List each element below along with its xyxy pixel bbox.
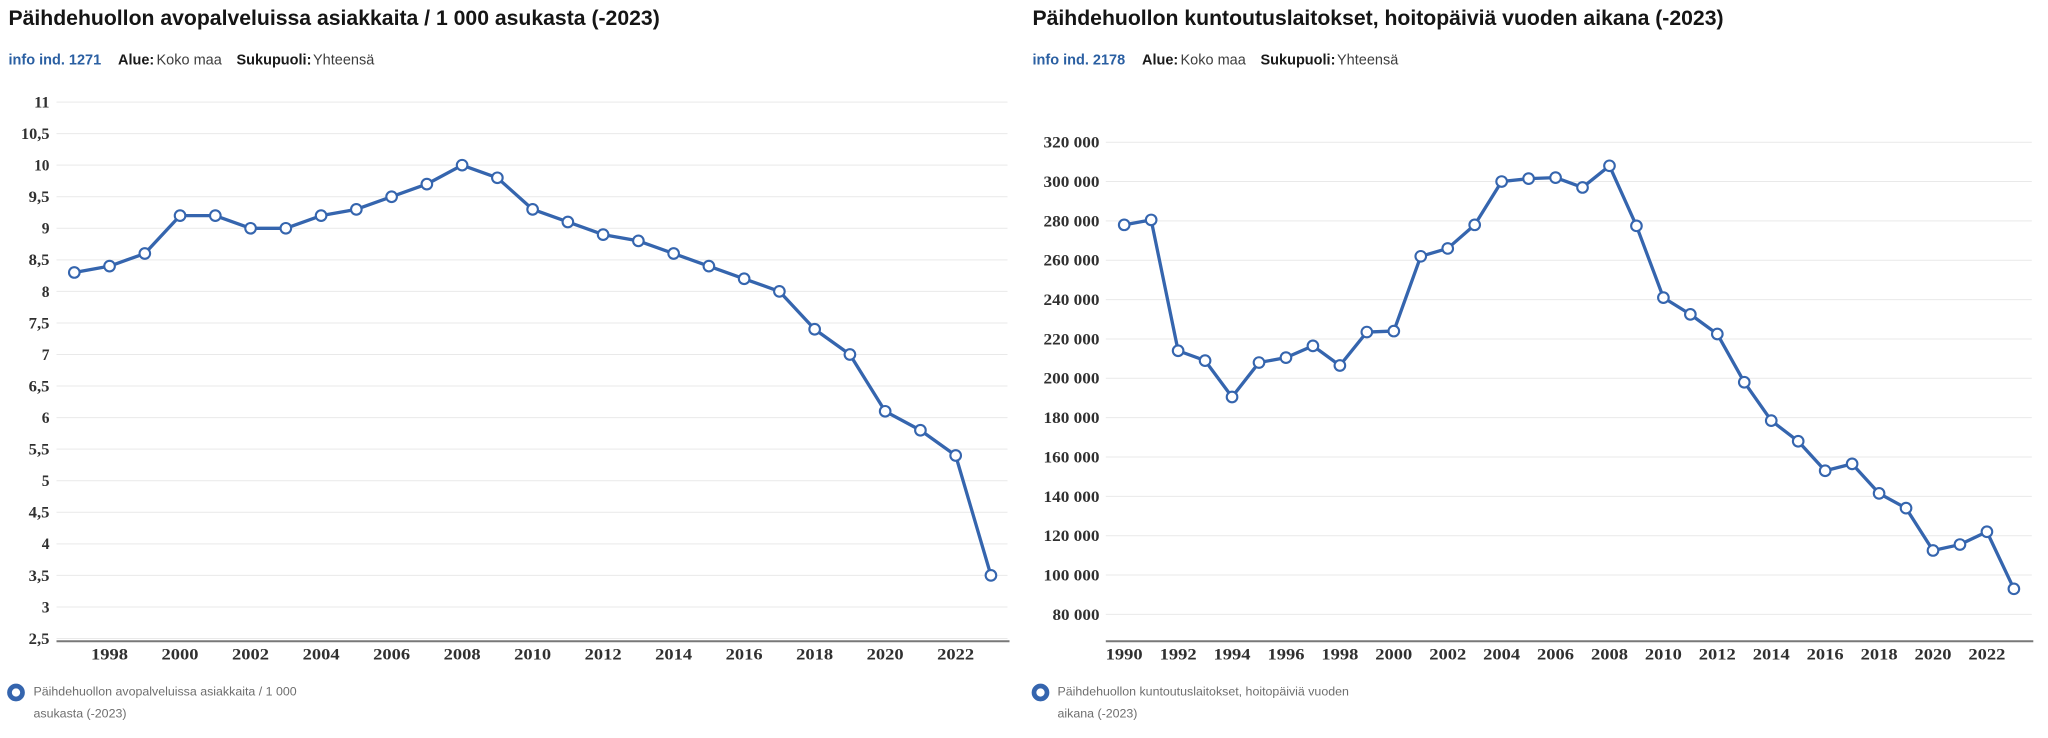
svg-text:240 000: 240 000 — [1044, 292, 1100, 309]
svg-text:2010: 2010 — [514, 646, 551, 663]
svg-text:2018: 2018 — [796, 646, 833, 663]
svg-text:2014: 2014 — [1753, 646, 1790, 663]
svg-text:2018: 2018 — [1861, 646, 1898, 663]
svg-text:Yhteensä: Yhteensä — [313, 53, 375, 69]
svg-text:Sukupuoli:: Sukupuoli: — [237, 53, 312, 69]
svg-text:2004: 2004 — [1483, 646, 1520, 663]
svg-text:2022: 2022 — [1968, 646, 2005, 663]
svg-text:aikana (-2023): aikana (-2023) — [1058, 707, 1138, 721]
svg-text:7,5: 7,5 — [29, 315, 50, 332]
svg-text:1992: 1992 — [1160, 646, 1197, 663]
svg-text:100 000: 100 000 — [1044, 567, 1100, 584]
svg-text:120 000: 120 000 — [1044, 528, 1100, 545]
svg-text:asukasta (-2023): asukasta (-2023) — [34, 707, 127, 721]
svg-text:2012: 2012 — [585, 646, 622, 663]
svg-text:320 000: 320 000 — [1044, 135, 1100, 152]
svg-text:Päihdehuollon avopalveluissa a: Päihdehuollon avopalveluissa asiakkaita … — [9, 7, 660, 30]
svg-text:2006: 2006 — [1537, 646, 1574, 663]
svg-text:260 000: 260 000 — [1044, 253, 1100, 270]
svg-text:2012: 2012 — [1699, 646, 1736, 663]
svg-text:Yhteensä: Yhteensä — [1337, 53, 1399, 69]
svg-text:180 000: 180 000 — [1044, 410, 1100, 427]
svg-text:2016: 2016 — [726, 646, 763, 663]
svg-text:2014: 2014 — [655, 646, 692, 663]
svg-text:2006: 2006 — [373, 646, 410, 663]
svg-text:Koko maa: Koko maa — [157, 53, 223, 69]
svg-text:2016: 2016 — [1807, 646, 1844, 663]
svg-text:2,5: 2,5 — [29, 631, 50, 648]
svg-text:Sukupuoli:: Sukupuoli: — [1261, 53, 1336, 69]
svg-text:Alue:: Alue: — [118, 53, 154, 69]
svg-text:2020: 2020 — [867, 646, 904, 663]
svg-text:220 000: 220 000 — [1044, 331, 1100, 348]
svg-text:160 000: 160 000 — [1044, 449, 1100, 466]
svg-text:4: 4 — [42, 536, 50, 553]
svg-text:2000: 2000 — [162, 646, 199, 663]
svg-text:info ind. 1271: info ind. 1271 — [9, 53, 102, 69]
svg-text:Koko maa: Koko maa — [1181, 53, 1247, 69]
svg-text:2008: 2008 — [1591, 646, 1628, 663]
svg-text:280 000: 280 000 — [1044, 213, 1100, 230]
svg-text:2002: 2002 — [232, 646, 269, 663]
svg-text:3: 3 — [42, 599, 50, 616]
svg-text:2022: 2022 — [937, 646, 974, 663]
svg-text:10,5: 10,5 — [21, 126, 50, 143]
svg-text:4,5: 4,5 — [29, 505, 50, 522]
svg-text:Päihdehuollon kuntoutuslaitoks: Päihdehuollon kuntoutuslaitokset, hoitop… — [1033, 7, 1724, 30]
svg-text:1998: 1998 — [91, 646, 128, 663]
svg-text:8,5: 8,5 — [29, 252, 50, 269]
svg-text:300 000: 300 000 — [1044, 174, 1100, 191]
svg-text:Alue:: Alue: — [1142, 53, 1178, 69]
svg-text:2008: 2008 — [444, 646, 481, 663]
svg-text:11: 11 — [34, 94, 49, 111]
svg-text:3,5: 3,5 — [29, 568, 50, 585]
svg-text:info ind. 2178: info ind. 2178 — [1033, 53, 1126, 69]
svg-text:Päihdehuollon avopalveluissa a: Päihdehuollon avopalveluissa asiakkaita … — [34, 685, 297, 699]
svg-text:140 000: 140 000 — [1044, 489, 1100, 506]
svg-text:1998: 1998 — [1321, 646, 1358, 663]
svg-text:2000: 2000 — [1375, 646, 1412, 663]
svg-text:9: 9 — [42, 221, 50, 238]
svg-text:6: 6 — [42, 410, 50, 427]
svg-text:2010: 2010 — [1645, 646, 1682, 663]
svg-text:9,5: 9,5 — [29, 189, 50, 206]
svg-text:5: 5 — [42, 473, 50, 490]
svg-text:2002: 2002 — [1429, 646, 1466, 663]
svg-text:80 000: 80 000 — [1053, 607, 1100, 624]
svg-text:2004: 2004 — [303, 646, 340, 663]
svg-text:1990: 1990 — [1106, 646, 1143, 663]
svg-text:Päihdehuollon kuntoutuslaitoks: Päihdehuollon kuntoutuslaitokset, hoitop… — [1058, 685, 1350, 699]
svg-text:10: 10 — [34, 158, 50, 175]
svg-text:200 000: 200 000 — [1044, 371, 1100, 388]
svg-text:8: 8 — [42, 284, 50, 301]
svg-text:2020: 2020 — [1915, 646, 1952, 663]
svg-text:7: 7 — [42, 347, 50, 364]
svg-text:5,5: 5,5 — [29, 442, 50, 459]
svg-text:1994: 1994 — [1214, 646, 1251, 663]
svg-text:6,5: 6,5 — [29, 378, 50, 395]
svg-text:1996: 1996 — [1267, 646, 1304, 663]
